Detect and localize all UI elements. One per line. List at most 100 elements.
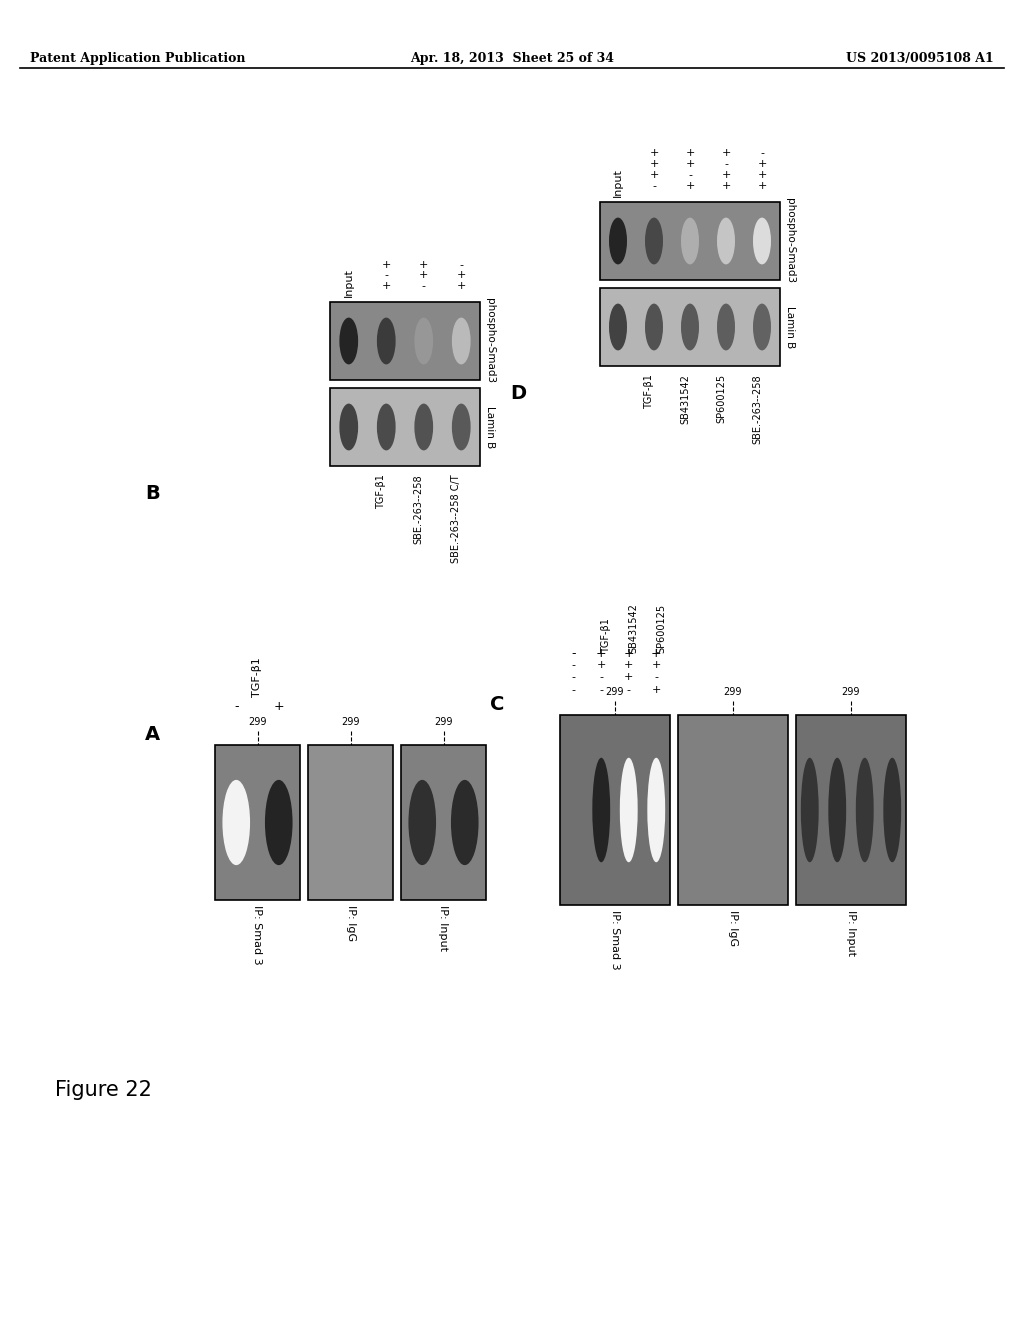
Text: -: - [571,672,575,682]
Ellipse shape [265,780,293,865]
Text: +: + [651,660,660,671]
Text: TGF-β1: TGF-β1 [644,374,654,409]
Text: phospho-Smad3: phospho-Smad3 [485,298,495,384]
Text: TGF-β1: TGF-β1 [376,474,386,510]
Ellipse shape [645,304,663,350]
Text: +: + [649,148,658,158]
Ellipse shape [451,780,478,865]
Text: +: + [721,181,731,191]
Text: +: + [624,660,634,671]
Ellipse shape [222,780,250,865]
Ellipse shape [609,218,627,264]
Bar [600,202,780,280]
Bar [308,744,393,900]
Ellipse shape [753,218,771,264]
Text: TGF-β1: TGF-β1 [601,618,611,653]
Text: 299: 299 [248,717,266,727]
Ellipse shape [717,218,735,264]
Ellipse shape [415,404,433,450]
Text: +: + [649,170,658,180]
Text: IP: Input: IP: Input [846,909,856,956]
Ellipse shape [801,758,818,862]
Ellipse shape [377,318,395,364]
Text: +: + [651,685,660,696]
Bar [215,744,300,900]
Text: 299: 299 [434,717,453,727]
Text: 299: 299 [341,717,359,727]
Text: +: + [597,660,606,671]
Text: SBE.-263--258 C/T: SBE.-263--258 C/T [452,474,461,562]
Text: 299: 299 [842,686,860,697]
Ellipse shape [645,218,663,264]
Text: -: - [422,281,426,290]
Ellipse shape [828,758,846,862]
Text: +: + [457,281,466,290]
Ellipse shape [339,318,358,364]
Ellipse shape [681,218,699,264]
Text: IP: Input: IP: Input [438,906,449,950]
Text: Lamin B: Lamin B [785,306,795,348]
Bar [330,388,480,466]
Ellipse shape [717,304,735,350]
Text: +: + [382,281,391,290]
Bar [796,715,906,906]
Text: Figure 22: Figure 22 [55,1080,152,1100]
Text: -: - [599,672,603,682]
Text: D: D [510,384,526,403]
Text: SBE.-263--258: SBE.-263--258 [752,374,762,444]
Text: -: - [571,647,575,660]
Text: A: A [145,725,160,744]
Text: +: + [273,700,284,713]
Text: -: - [688,170,692,180]
Ellipse shape [415,318,433,364]
Text: Lamin B: Lamin B [485,405,495,447]
Text: +: + [419,260,428,271]
Text: -: - [571,685,575,696]
Text: SP600125: SP600125 [656,603,667,653]
Text: IP: Smad 3: IP: Smad 3 [610,909,620,970]
Text: TGF-β1: TGF-β1 [253,657,262,697]
Text: +: + [457,271,466,280]
Bar [678,715,788,906]
Text: +: + [685,181,694,191]
Text: Input: Input [344,268,353,297]
Text: SP600125: SP600125 [716,374,726,424]
Ellipse shape [592,758,610,862]
Bar [560,715,670,906]
Text: +: + [419,271,428,280]
Text: -: - [654,672,658,682]
Ellipse shape [620,758,638,862]
Text: phospho-Smad3: phospho-Smad3 [785,198,795,284]
Text: +: + [649,158,658,169]
Text: +: + [685,158,694,169]
Text: -: - [599,685,603,696]
Ellipse shape [681,304,699,350]
Text: +: + [596,647,606,660]
Text: Apr. 18, 2013  Sheet 25 of 34: Apr. 18, 2013 Sheet 25 of 34 [410,51,614,65]
Ellipse shape [753,304,771,350]
Text: -: - [652,181,656,191]
Ellipse shape [377,404,395,450]
Text: IP: IgG: IP: IgG [345,906,355,941]
Ellipse shape [409,780,436,865]
Ellipse shape [609,304,627,350]
Text: C: C [490,696,505,714]
Bar [330,302,480,380]
Text: IP: IgG: IP: IgG [728,909,738,946]
Text: +: + [758,181,767,191]
Text: -: - [384,271,388,280]
Text: SB431542: SB431542 [629,603,639,653]
Text: Input: Input [613,168,623,197]
Text: US 2013/0095108 A1: US 2013/0095108 A1 [846,51,994,65]
Text: +: + [721,170,731,180]
Text: 299: 299 [724,686,742,697]
Text: -: - [234,700,239,713]
Text: +: + [758,158,767,169]
Text: -: - [724,158,728,169]
Ellipse shape [452,318,471,364]
Text: +: + [685,148,694,158]
Text: B: B [145,484,160,503]
Text: +: + [721,148,731,158]
Text: SBE.-263--258: SBE.-263--258 [414,474,424,544]
Bar [600,288,780,366]
